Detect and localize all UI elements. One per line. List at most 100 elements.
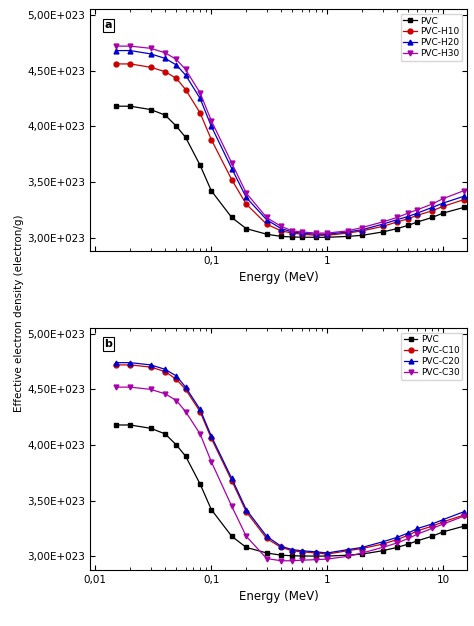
- PVC-C10: [405, 531, 411, 539]
- PVC-C30: [461, 513, 466, 520]
- PVC-C20: [394, 533, 400, 541]
- PVC-H20: [461, 193, 466, 200]
- PVC-C30: [324, 555, 330, 563]
- PVC-H20: [380, 220, 385, 228]
- PVC: [359, 550, 365, 558]
- PVC: [290, 552, 295, 560]
- PVC: [113, 103, 118, 110]
- PVC-H10: [324, 232, 330, 239]
- X-axis label: Energy (MeV): Energy (MeV): [238, 590, 319, 603]
- Legend: PVC, PVC-H10, PVC-H20, PVC-H30: PVC, PVC-H10, PVC-H20, PVC-H30: [401, 14, 462, 61]
- PVC-H30: [299, 228, 304, 236]
- PVC-C10: [229, 477, 235, 485]
- PVC-H30: [243, 189, 249, 197]
- PVC-H20: [324, 230, 330, 238]
- PVC-H30: [229, 159, 235, 167]
- PVC-C20: [173, 372, 179, 380]
- PVC-C10: [113, 361, 118, 369]
- PVC-C30: [209, 458, 214, 466]
- PVC: [345, 233, 351, 240]
- PVC-H30: [359, 223, 365, 231]
- PVC: [380, 547, 385, 555]
- PVC: [278, 233, 284, 240]
- PVC-C10: [290, 547, 295, 555]
- PVC-C30: [290, 557, 295, 565]
- PVC-C20: [183, 383, 189, 391]
- PVC-H30: [429, 200, 435, 208]
- PVC-H30: [113, 43, 118, 50]
- PVC-C10: [440, 518, 446, 526]
- PVC-H10: [183, 86, 189, 93]
- PVC-H10: [229, 176, 235, 183]
- PVC-C30: [128, 383, 133, 391]
- PVC-C10: [128, 361, 133, 369]
- PVC-H30: [148, 44, 154, 52]
- PVC-C30: [229, 503, 235, 510]
- PVC-H20: [113, 47, 118, 54]
- PVC-H30: [313, 229, 319, 237]
- PVC-C30: [405, 535, 411, 542]
- PVC-H10: [380, 223, 385, 230]
- PVC-C20: [229, 475, 235, 482]
- PVC-C20: [290, 546, 295, 553]
- PVC: [394, 543, 400, 551]
- PVC-C30: [313, 556, 319, 563]
- PVC: [405, 540, 411, 548]
- PVC-H10: [394, 218, 400, 226]
- PVC: [162, 111, 168, 119]
- PVC-C10: [345, 547, 351, 555]
- PVC-C20: [345, 546, 351, 553]
- PVC-H10: [290, 229, 295, 237]
- PVC-C20: [243, 506, 249, 513]
- PVC-C10: [461, 511, 466, 519]
- PVC-H20: [264, 216, 270, 223]
- PVC: [229, 213, 235, 221]
- PVC: [148, 106, 154, 113]
- PVC-C30: [440, 520, 446, 528]
- Line: PVC-H10: PVC-H10: [113, 61, 466, 238]
- PVC-C30: [243, 533, 249, 540]
- PVC-H20: [405, 213, 411, 220]
- Text: a: a: [105, 20, 112, 30]
- PVC-C20: [128, 359, 133, 366]
- PVC-C10: [183, 386, 189, 393]
- PVC: [197, 162, 203, 169]
- PVC-H30: [405, 209, 411, 217]
- PVC-H20: [345, 228, 351, 236]
- Line: PVC-C20: PVC-C20: [113, 360, 466, 555]
- PVC: [324, 552, 330, 560]
- PVC-C30: [394, 539, 400, 546]
- PVC-H20: [162, 54, 168, 62]
- PVC-C20: [209, 433, 214, 440]
- PVC-C20: [197, 406, 203, 413]
- PVC-C10: [173, 376, 179, 383]
- PVC-C20: [415, 525, 420, 532]
- PVC-H30: [209, 117, 214, 125]
- PVC: [128, 103, 133, 110]
- PVC-H20: [313, 230, 319, 238]
- PVC-H10: [313, 232, 319, 239]
- PVC-C30: [148, 386, 154, 393]
- PVC-C20: [324, 549, 330, 557]
- PVC: [429, 533, 435, 540]
- PVC-C30: [278, 557, 284, 565]
- PVC-H20: [429, 203, 435, 211]
- PVC-C10: [415, 527, 420, 535]
- PVC-C10: [359, 545, 365, 552]
- Line: PVC-H20: PVC-H20: [113, 48, 466, 237]
- PVC-C10: [394, 536, 400, 543]
- PVC: [278, 552, 284, 559]
- PVC-H20: [183, 71, 189, 79]
- PVC-C20: [162, 366, 168, 373]
- PVC: [148, 424, 154, 432]
- PVC-H30: [128, 43, 133, 50]
- Line: PVC: PVC: [113, 423, 466, 558]
- PVC-C10: [209, 434, 214, 442]
- PVC-H30: [278, 223, 284, 230]
- Legend: PVC, PVC-C10, PVC-C20, PVC-C30: PVC, PVC-C10, PVC-C20, PVC-C30: [401, 332, 462, 379]
- PVC-C20: [148, 361, 154, 369]
- Text: Effective electron density (electron/g): Effective electron density (electron/g): [14, 214, 24, 412]
- PVC-H10: [359, 227, 365, 235]
- PVC-H30: [380, 218, 385, 226]
- PVC: [113, 421, 118, 429]
